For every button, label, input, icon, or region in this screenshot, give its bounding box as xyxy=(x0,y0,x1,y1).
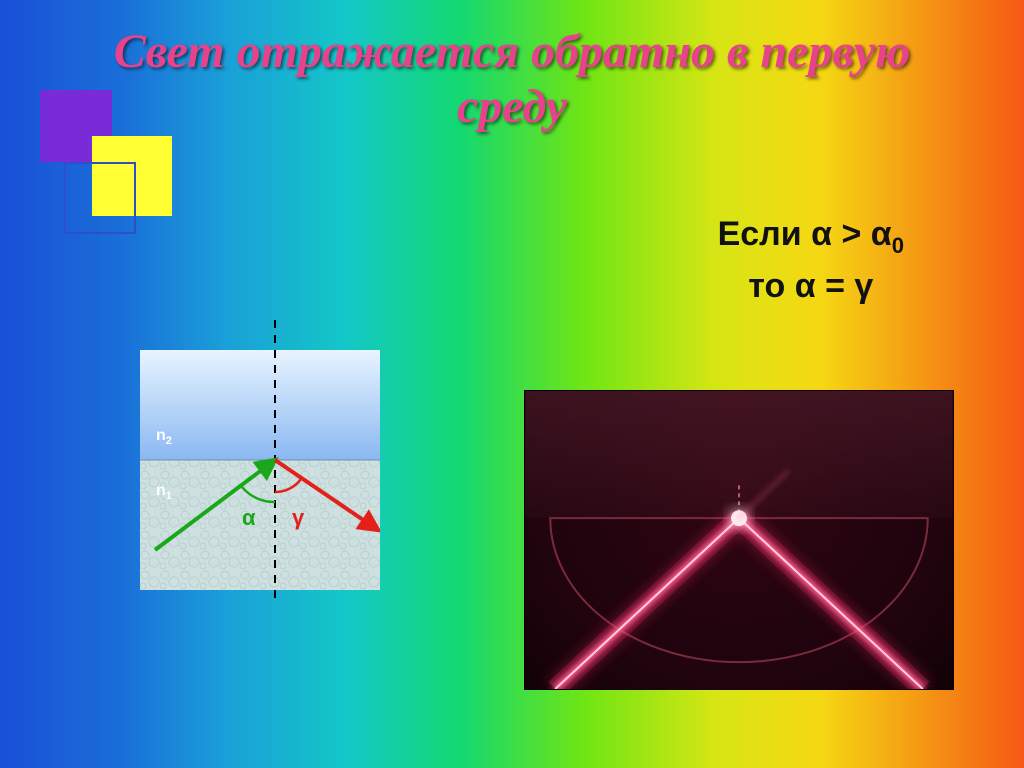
condition-text: Если α > α0 то α = γ xyxy=(718,210,904,311)
condition-line-1: Если α > α0 xyxy=(718,210,904,262)
cond-alpha0-sub: 0 xyxy=(892,233,904,258)
lower-medium xyxy=(140,460,380,590)
photo-svg xyxy=(525,391,953,689)
cond-then: то xyxy=(748,267,794,305)
tir-photo xyxy=(524,390,954,690)
cond-gt: > xyxy=(832,215,871,253)
slide-title: Свет отражается обратно в первую среду xyxy=(0,24,1024,134)
upper-medium xyxy=(140,350,380,460)
cond-alpha: α xyxy=(811,215,832,253)
cond-if: Если xyxy=(718,215,812,253)
diagram-svg: n2 n1 α γ xyxy=(100,310,380,610)
alpha-label: α xyxy=(242,505,256,530)
gamma-label: γ xyxy=(292,505,305,530)
cond-alpha0: α xyxy=(871,215,892,253)
surface-area xyxy=(525,391,952,518)
refraction-diagram: n2 n1 α γ xyxy=(100,310,380,610)
condition-line-2: то α = γ xyxy=(718,262,904,311)
decor-square-outline xyxy=(64,162,136,234)
cond-eq: = xyxy=(816,267,855,305)
cond-gamma: γ xyxy=(854,267,873,305)
cond-alpha-2: α xyxy=(795,267,816,305)
